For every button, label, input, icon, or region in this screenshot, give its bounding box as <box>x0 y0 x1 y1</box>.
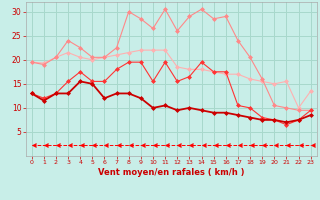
X-axis label: Vent moyen/en rafales ( km/h ): Vent moyen/en rafales ( km/h ) <box>98 168 244 177</box>
